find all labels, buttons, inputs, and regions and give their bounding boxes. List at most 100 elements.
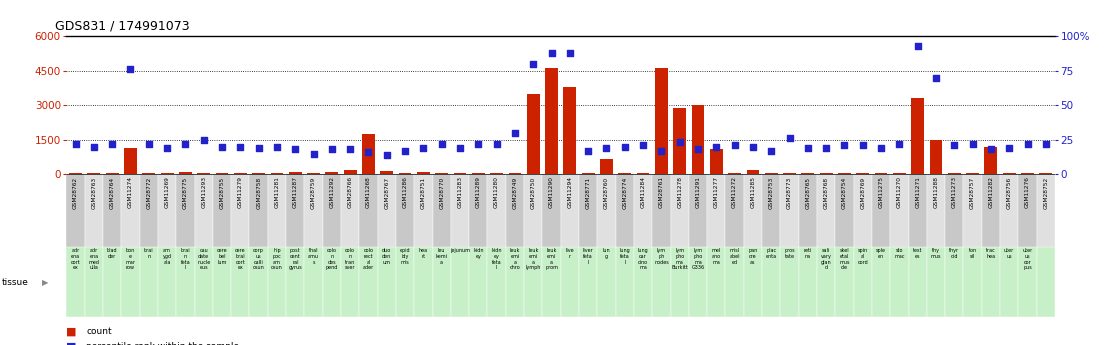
Point <box>982 147 1000 152</box>
Bar <box>1018 174 1036 247</box>
Bar <box>85 174 103 247</box>
Text: GSM11274: GSM11274 <box>128 176 133 208</box>
Bar <box>524 247 542 317</box>
Bar <box>966 173 979 174</box>
Text: GSM11291: GSM11291 <box>695 176 701 208</box>
Bar <box>362 134 375 174</box>
Text: pros
tate: pros tate <box>784 248 795 259</box>
Bar <box>396 174 414 247</box>
Bar <box>289 172 302 174</box>
Bar <box>469 247 487 317</box>
Text: GSM28763: GSM28763 <box>92 176 96 208</box>
Point <box>304 151 322 156</box>
Bar <box>819 173 832 174</box>
Bar <box>909 174 927 247</box>
Bar <box>982 174 1000 247</box>
Text: uter
us
cor
pus: uter us cor pus <box>1023 248 1033 270</box>
Text: am
ygd
ala: am ygd ala <box>163 248 172 265</box>
Bar <box>655 68 668 174</box>
Text: GSM28749: GSM28749 <box>513 176 517 209</box>
Text: GSM28755: GSM28755 <box>219 176 225 209</box>
Text: kidn
ey: kidn ey <box>473 248 484 259</box>
Bar <box>433 174 451 247</box>
Text: corp
us
calli
osun: corp us calli osun <box>252 248 265 270</box>
Bar <box>1003 173 1015 174</box>
Text: hip
poc
am
osun: hip poc am osun <box>271 248 282 270</box>
Bar <box>231 247 249 317</box>
Text: GSM11280: GSM11280 <box>494 176 499 208</box>
Text: lym
pho
ma
G336: lym pho ma G336 <box>692 248 704 270</box>
Bar <box>176 247 195 317</box>
Text: GSM28757: GSM28757 <box>970 176 975 209</box>
Point <box>488 141 506 147</box>
Point <box>909 43 927 49</box>
Point <box>214 144 231 149</box>
Text: GSM11286: GSM11286 <box>403 176 407 208</box>
Bar <box>414 247 433 317</box>
Text: GSM11278: GSM11278 <box>677 176 682 208</box>
Point <box>396 148 414 154</box>
Bar <box>87 173 101 174</box>
Point <box>525 61 542 67</box>
Bar <box>909 247 927 317</box>
Bar <box>122 247 139 317</box>
Bar <box>344 170 356 174</box>
Bar <box>872 174 890 247</box>
Text: kidn
ey
feta
l: kidn ey feta l <box>492 248 501 270</box>
Text: percentile rank within the sample: percentile rank within the sample <box>86 342 239 345</box>
Point <box>799 145 817 151</box>
Text: GSM11270: GSM11270 <box>897 176 902 208</box>
Text: GSM11289: GSM11289 <box>476 176 480 208</box>
Text: GSM11268: GSM11268 <box>366 176 371 208</box>
Bar <box>1039 173 1053 174</box>
Bar <box>838 173 851 174</box>
Bar <box>780 174 798 247</box>
Point <box>561 50 579 56</box>
Bar <box>341 174 360 247</box>
Point <box>66 141 84 147</box>
Text: jejunum: jejunum <box>451 248 470 253</box>
Text: blad
der: blad der <box>107 248 117 259</box>
Text: GSM11284: GSM11284 <box>641 176 645 208</box>
Bar <box>652 247 671 317</box>
Bar <box>542 247 561 317</box>
Bar <box>304 247 323 317</box>
Bar <box>304 174 323 247</box>
Point <box>945 142 963 148</box>
Point <box>780 136 798 141</box>
Point <box>652 148 670 154</box>
Point <box>377 152 395 158</box>
Text: liver
feta
l: liver feta l <box>582 248 593 265</box>
Bar <box>143 173 155 174</box>
Text: GSM11290: GSM11290 <box>549 176 554 208</box>
Bar <box>122 174 139 247</box>
Bar <box>600 159 613 174</box>
Bar <box>381 171 393 174</box>
Bar <box>710 149 723 174</box>
Bar <box>744 247 762 317</box>
Point <box>817 145 835 151</box>
Point <box>158 145 176 151</box>
Bar <box>268 174 286 247</box>
Text: ton
sil: ton sil <box>969 248 976 259</box>
Text: skel
etal
mus
cle: skel etal mus cle <box>839 248 850 270</box>
Bar <box>1000 174 1018 247</box>
Text: pan
cre
as: pan cre as <box>748 248 757 265</box>
Bar <box>469 174 487 247</box>
Bar <box>707 174 725 247</box>
Bar <box>762 174 780 247</box>
Text: thyr
oid: thyr oid <box>949 248 960 259</box>
Text: GSM28758: GSM28758 <box>256 176 261 209</box>
Bar <box>634 174 652 247</box>
Text: GSM11269: GSM11269 <box>165 176 169 208</box>
Bar <box>930 140 942 174</box>
Bar <box>323 174 341 247</box>
Point <box>414 145 432 151</box>
Bar <box>286 247 304 317</box>
Bar <box>963 174 982 247</box>
Bar <box>1036 247 1055 317</box>
Point <box>433 141 451 147</box>
Bar <box>579 247 598 317</box>
Bar <box>598 174 615 247</box>
Point <box>579 148 597 154</box>
